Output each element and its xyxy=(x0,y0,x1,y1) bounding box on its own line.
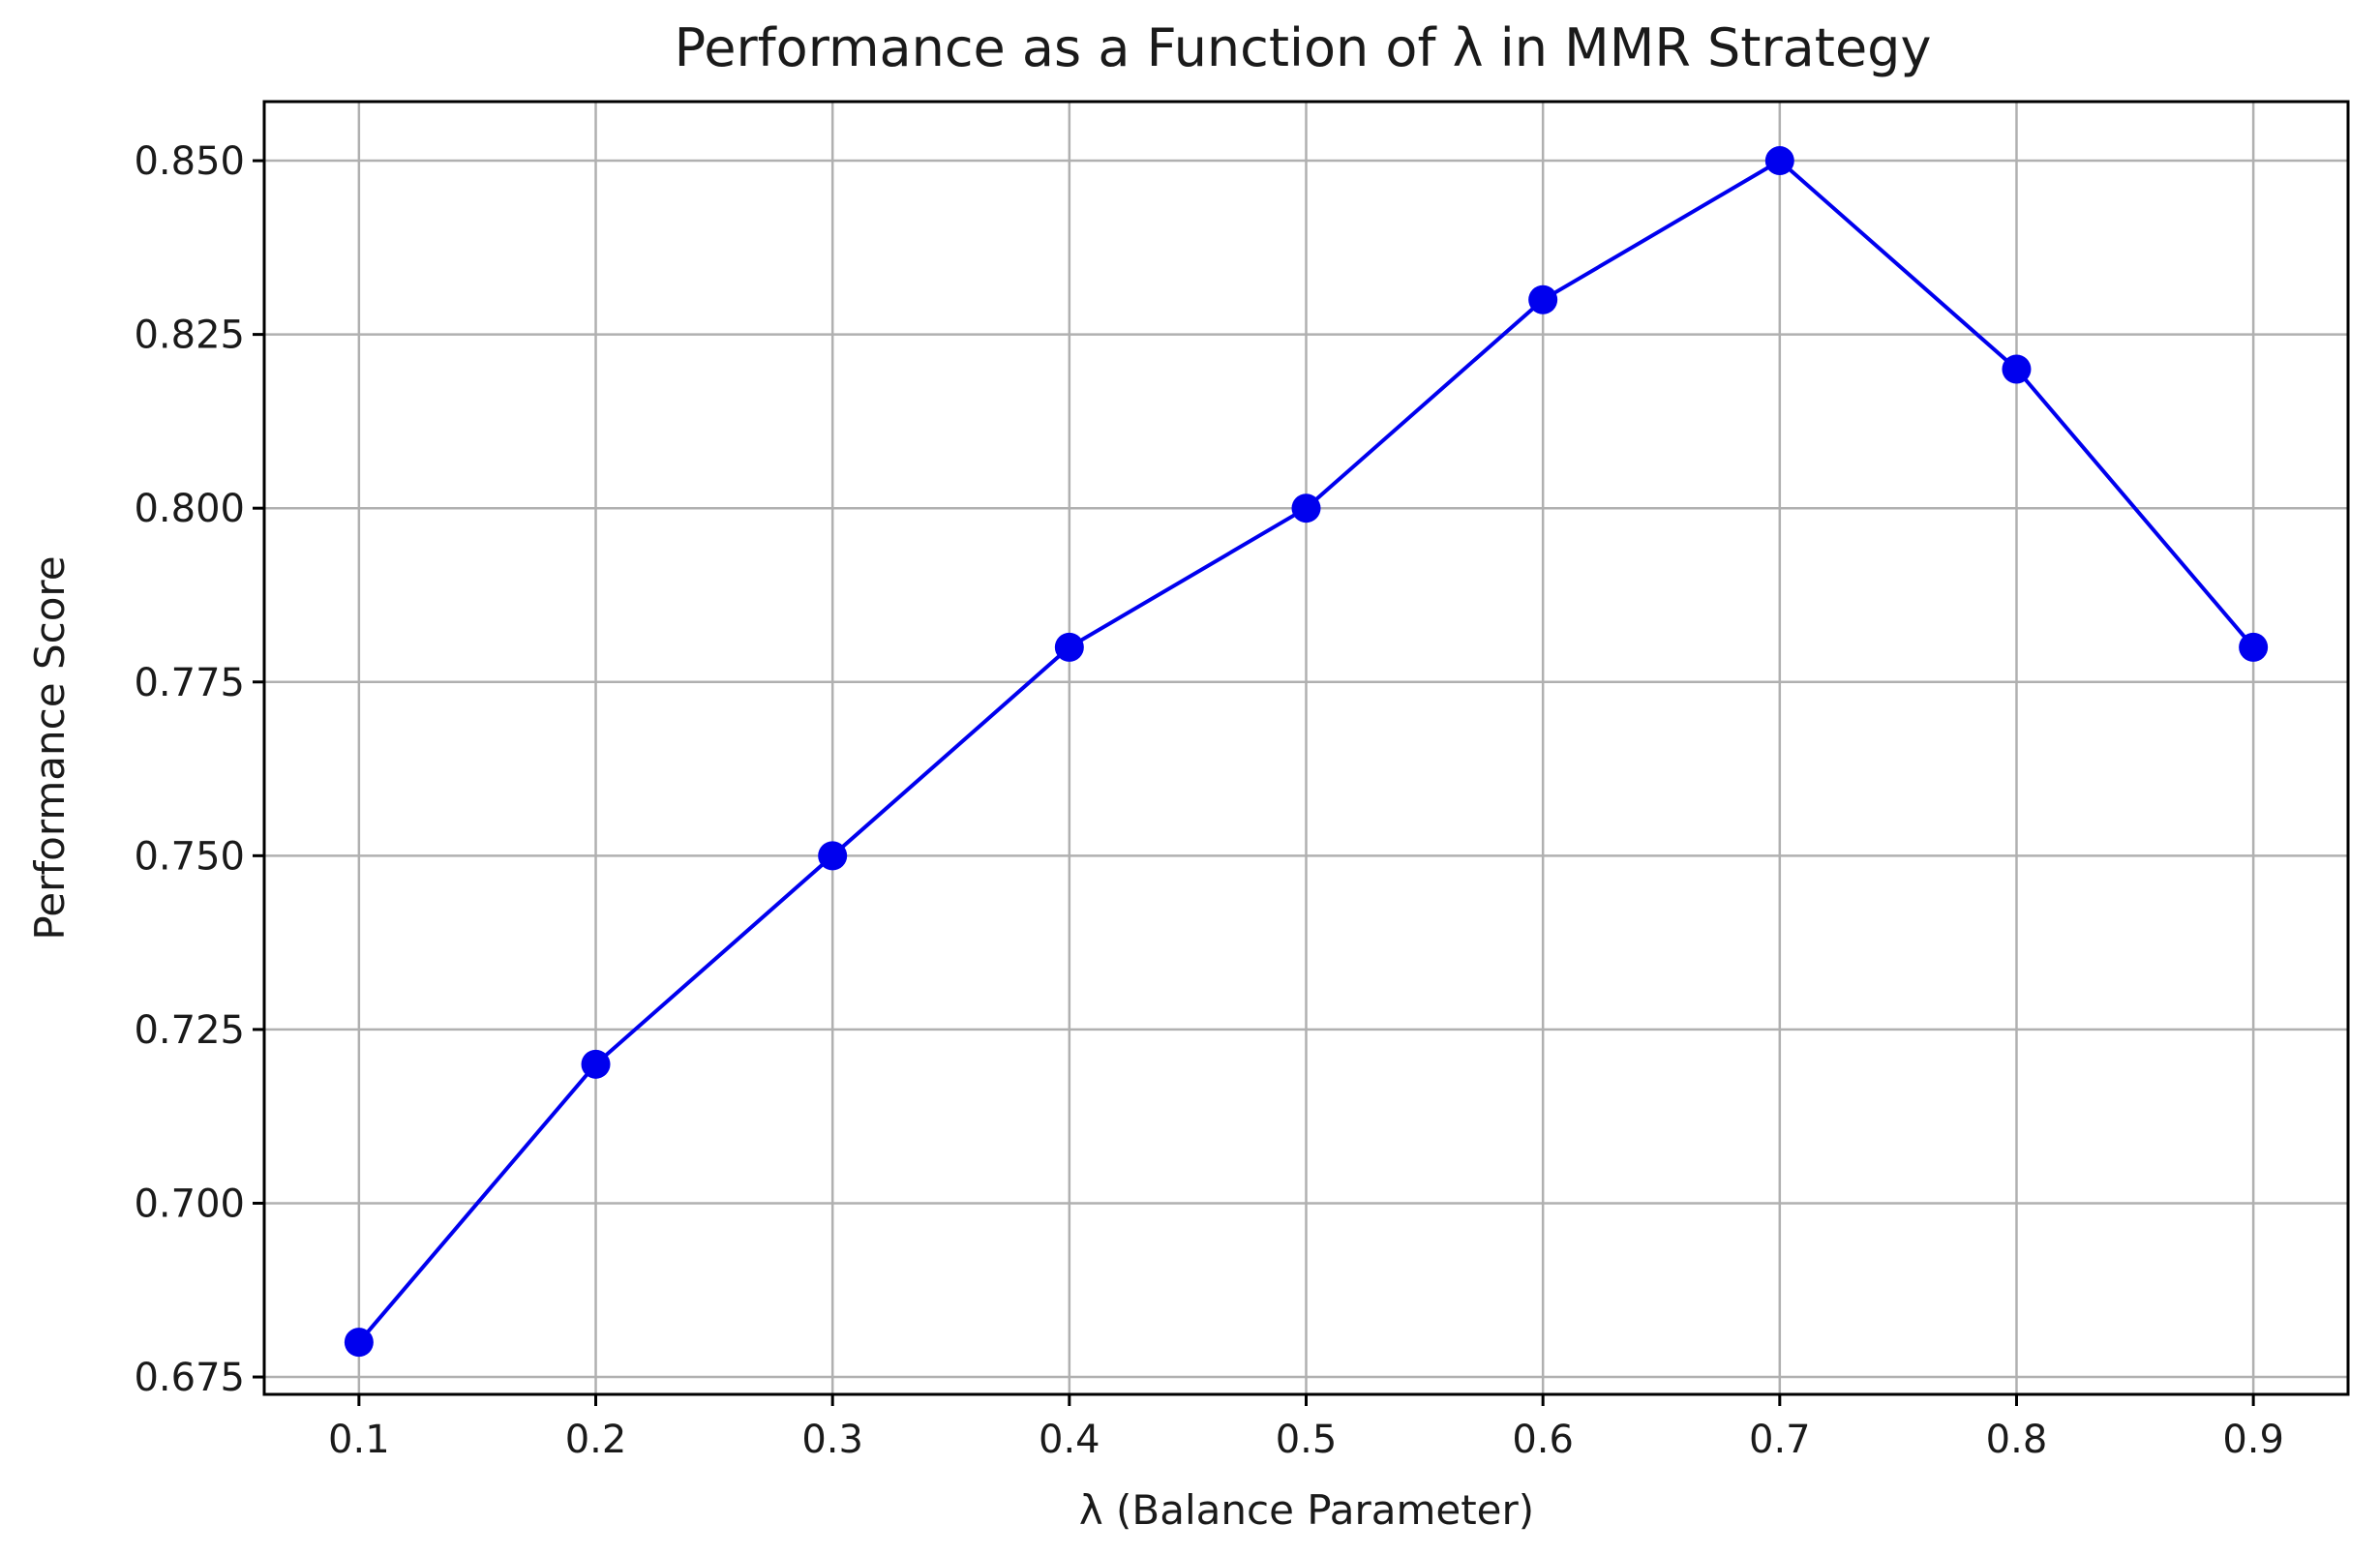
data-point xyxy=(581,1049,611,1079)
data-series xyxy=(344,146,2269,1358)
data-point xyxy=(818,841,848,871)
x-tick-label: 0.2 xyxy=(565,1418,627,1462)
x-tick-label: 0.4 xyxy=(1039,1418,1100,1462)
y-tick-label: 0.700 xyxy=(134,1181,245,1226)
y-tick-label: 0.750 xyxy=(134,834,245,879)
y-tick-label: 0.675 xyxy=(134,1356,245,1400)
y-tick-label: 0.850 xyxy=(134,139,245,184)
data-point xyxy=(1528,284,1558,314)
x-tick-label: 0.7 xyxy=(1749,1418,1811,1462)
y-tick-label: 0.725 xyxy=(134,1008,245,1053)
y-tick-label: 0.825 xyxy=(134,314,245,358)
data-point xyxy=(2239,632,2269,662)
x-axis-label: λ (Balance Parameter) xyxy=(1079,1486,1534,1534)
data-point xyxy=(1764,146,1794,176)
y-tick-label: 0.800 xyxy=(134,487,245,531)
data-point xyxy=(1291,493,1321,523)
x-tick-label: 0.3 xyxy=(801,1418,863,1462)
x-tick-label: 0.8 xyxy=(1986,1418,2048,1462)
y-tick-label: 0.775 xyxy=(134,661,245,705)
data-point xyxy=(1054,632,1084,662)
x-axis-ticks: 0.1 0.2 0.3 0.4 0.5 0.6 0.7 0.8 0.9 xyxy=(328,1394,2284,1462)
x-tick-label: 0.6 xyxy=(1512,1418,1574,1462)
grid-lines xyxy=(264,102,2348,1394)
y-axis-ticks: 0.675 0.700 0.725 0.750 0.775 0.800 0.825 0.850 xyxy=(134,139,264,1400)
data-point xyxy=(2002,354,2032,384)
x-tick-label: 0.9 xyxy=(2222,1418,2284,1462)
chart-title: Performance as a Function of λ in MMR St… xyxy=(675,17,1932,78)
x-tick-label: 0.5 xyxy=(1276,1418,1338,1462)
y-axis-label: Performance Score xyxy=(26,555,74,940)
x-tick-label: 0.1 xyxy=(328,1418,390,1462)
data-point xyxy=(344,1328,374,1358)
